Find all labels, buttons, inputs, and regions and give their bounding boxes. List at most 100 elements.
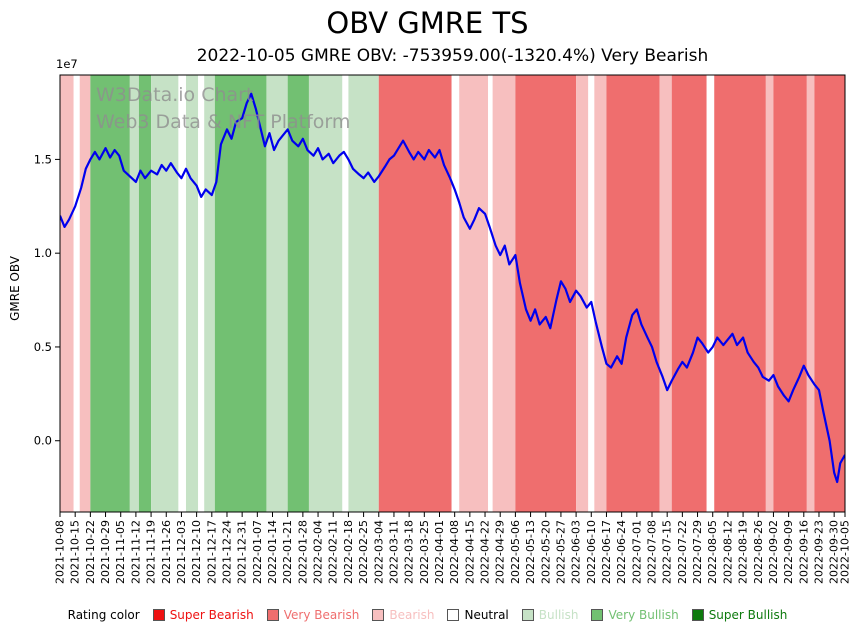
rating-band-bearish <box>765 75 774 512</box>
rating-band-bullish <box>129 75 139 512</box>
legend-swatch-neutral <box>447 609 460 621</box>
rating-band-neutral <box>178 75 186 512</box>
x-tick-label: 2021-11-12 <box>129 520 142 584</box>
rating-band-neutral <box>488 75 493 512</box>
x-tick-label: 2022-09-09 <box>782 520 795 584</box>
rating-band-very_bearish <box>606 75 660 512</box>
legend-item-very_bearish: Very Bearish <box>266 608 360 622</box>
rating-band-bearish <box>576 75 589 512</box>
y-axis-title: GMRE OBV <box>8 256 22 321</box>
x-tick-label: 2022-06-10 <box>585 520 598 584</box>
x-tick-label: 2022-08-12 <box>721 520 734 584</box>
x-tick-label: 2022-03-18 <box>403 520 416 584</box>
x-tick-label: 2022-01-07 <box>251 520 264 584</box>
x-axis: 2021-10-08 2021-10-15 2021-10-22 2021-10-29… <box>54 512 852 584</box>
legend-label-bullish: Bullish <box>538 608 579 622</box>
x-tick-label: 2022-05-13 <box>524 520 537 584</box>
x-tick-label: 2021-12-03 <box>175 520 188 584</box>
x-tick-label: 2022-01-14 <box>266 520 279 584</box>
rating-band-bullish <box>348 75 379 512</box>
x-tick-label: 2021-11-19 <box>145 520 158 584</box>
x-tick-label: 2021-10-22 <box>84 520 97 584</box>
y-tick-label: 1.0 <box>34 246 52 260</box>
x-tick-label: 2022-10-05 <box>839 520 852 584</box>
x-tick-label: 2022-02-04 <box>312 520 325 584</box>
legend-item-very_bullish: Very Bullish <box>591 608 679 622</box>
x-tick-label: 2022-09-23 <box>812 520 825 584</box>
x-tick-label: 2022-04-29 <box>494 520 507 584</box>
legend-swatch-bearish <box>372 609 385 621</box>
x-tick-label: 2022-05-20 <box>539 520 552 584</box>
legend-item-bullish: Bullish <box>521 608 579 622</box>
rating-bands <box>60 75 845 512</box>
rating-band-bearish <box>806 75 815 512</box>
x-tick-label: 2022-01-21 <box>281 520 294 584</box>
x-tick-label: 2021-12-17 <box>205 520 218 584</box>
x-tick-label: 2022-03-25 <box>418 520 431 584</box>
y-axis-offset-label: 1e7 <box>56 57 78 71</box>
legend-item-super_bullish: Super Bullish <box>691 608 788 622</box>
legend-label-super_bearish: Super Bearish <box>169 608 254 622</box>
y-tick-label: 1.5 <box>34 152 52 166</box>
chart-title: OBV GMRE TS <box>326 6 529 40</box>
x-tick-label: 2022-04-22 <box>479 520 492 584</box>
x-tick-label: 2022-03-11 <box>387 520 400 584</box>
legend-swatch-super_bearish <box>152 609 165 621</box>
rating-band-bearish <box>659 75 672 512</box>
legend-label-super_bullish: Super Bullish <box>708 608 788 622</box>
rating-band-bearish <box>60 75 74 512</box>
rating-band-bearish <box>79 75 91 512</box>
x-tick-label: 2021-10-29 <box>99 520 112 584</box>
rating-band-bullish <box>151 75 179 512</box>
rating-band-very_bullish <box>287 75 309 512</box>
x-tick-label: 2022-02-25 <box>357 520 370 584</box>
x-tick-label: 2022-04-01 <box>433 520 446 584</box>
x-tick-label: 2022-08-19 <box>737 520 750 584</box>
rating-legend: Rating color Super Bearish Very Bearish Be… <box>0 608 855 622</box>
x-tick-label: 2022-07-01 <box>630 520 643 584</box>
rating-band-bearish <box>492 75 516 512</box>
legend-label-bearish: Bearish <box>389 608 435 622</box>
legend-item-neutral: Neutral <box>447 608 509 622</box>
x-tick-label: 2022-06-24 <box>615 520 628 584</box>
x-tick-label: 2021-10-15 <box>69 520 82 584</box>
rating-band-neutral <box>73 75 80 512</box>
plot-frame <box>59 74 846 513</box>
x-tick-label: 2022-01-28 <box>296 520 309 584</box>
rating-band-very_bullish <box>138 75 152 512</box>
rating-band-very_bearish <box>773 75 807 512</box>
x-tick-label: 2022-07-08 <box>646 520 659 584</box>
rating-band-neutral <box>588 75 595 512</box>
rating-band-very_bullish <box>214 75 267 512</box>
legend-swatch-bullish <box>521 609 534 621</box>
x-tick-label: 2022-04-15 <box>463 520 476 584</box>
rating-band-neutral <box>706 75 715 512</box>
legend-item-bearish: Bearish <box>372 608 434 622</box>
x-tick-label: 2022-08-05 <box>706 520 719 584</box>
rating-band-bullish <box>308 75 343 512</box>
rating-band-very_bearish <box>714 75 766 512</box>
rating-band-bearish <box>459 75 489 512</box>
x-tick-label: 2022-07-22 <box>676 520 689 584</box>
legend-label-very_bearish: Very Bearish <box>283 608 360 622</box>
x-tick-label: 2022-04-08 <box>448 520 461 584</box>
x-tick-label: 2022-05-06 <box>509 520 522 584</box>
x-tick-label: 2021-11-05 <box>114 520 127 584</box>
legend-swatch-super_bullish <box>691 609 704 621</box>
x-tick-label: 2021-12-24 <box>220 520 233 584</box>
chart-subtitle: 2022-10-05 GMRE OBV: -753959.00(-1320.4%… <box>196 46 709 66</box>
rating-band-very_bullish <box>90 75 130 512</box>
x-tick-label: 2022-07-29 <box>691 520 704 584</box>
obv-line <box>60 92 845 484</box>
legend-item-super_bearish: Super Bearish <box>152 608 254 622</box>
x-tick-label: 2022-07-15 <box>661 520 674 584</box>
rating-band-bullish <box>204 75 215 512</box>
legend-label-very_bullish: Very Bullish <box>608 608 679 622</box>
legend-swatch-very_bullish <box>591 609 604 621</box>
legend-items: Super Bearish Very Bearish Bearish Neutral B… <box>152 608 788 622</box>
rating-band-neutral <box>451 75 460 512</box>
legend-title: Rating color <box>67 608 140 622</box>
rating-band-very_bearish <box>378 75 452 512</box>
